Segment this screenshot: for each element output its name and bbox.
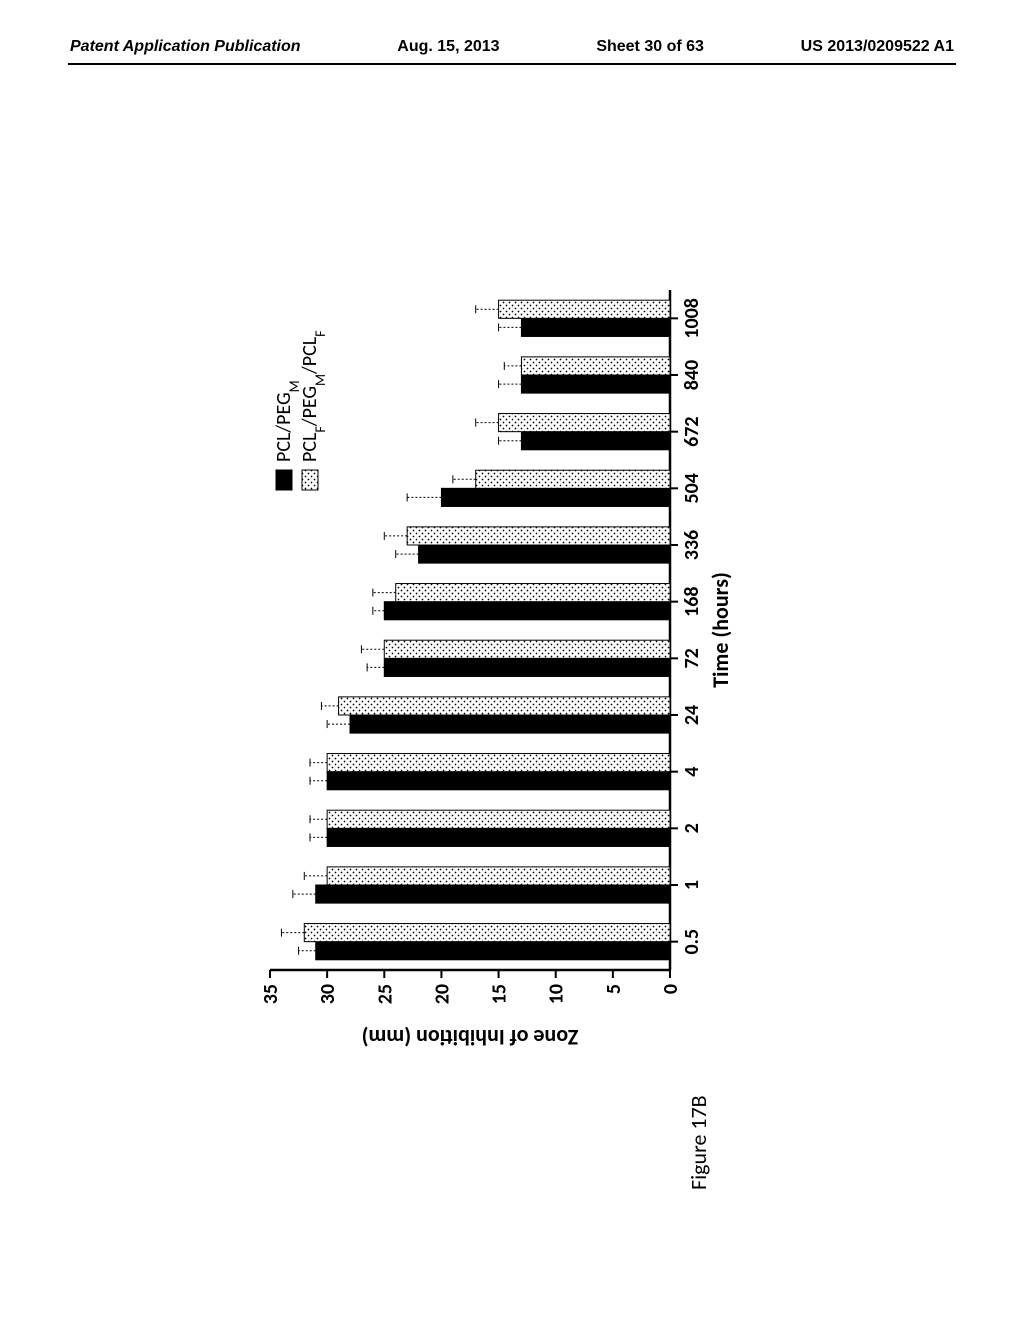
svg-text:35: 35 (259, 984, 283, 1004)
svg-text:PCLF/PEGM/PCLF: PCLF/PEGM/PCLF (298, 330, 329, 462)
page-header: Patent Application Publication Aug. 15, … (0, 38, 1024, 56)
svg-text:5: 5 (602, 984, 626, 994)
svg-text:840: 840 (680, 360, 704, 390)
svg-text:10: 10 (545, 984, 569, 1004)
svg-text:1: 1 (680, 880, 704, 890)
svg-text:168: 168 (680, 586, 704, 616)
svg-text:15: 15 (488, 984, 512, 1004)
svg-text:0.5: 0.5 (680, 929, 704, 955)
svg-text:30: 30 (316, 984, 340, 1004)
bar-chart: 0 5 10 15 20 25 30 35 Zone of Inhibition (mm) 0.5… (210, 160, 810, 1140)
svg-text:336: 336 (680, 530, 704, 560)
svg-text:24: 24 (680, 705, 704, 725)
svg-text:2: 2 (680, 823, 704, 833)
svg-text:20: 20 (430, 984, 454, 1004)
svg-text:25: 25 (373, 984, 397, 1004)
svg-text:4: 4 (680, 767, 704, 777)
svg-text:504: 504 (680, 473, 704, 503)
header-pubno: US 2013/0209522 A1 (801, 38, 954, 56)
figure-caption: Figure 17B (685, 1095, 712, 1190)
header-sheet: Sheet 30 of 63 (596, 38, 704, 56)
svg-text:0: 0 (659, 984, 683, 994)
header-date: Aug. 15, 2013 (397, 38, 499, 56)
header-left: Patent Application Publication (70, 38, 301, 56)
header-rule (68, 63, 956, 65)
svg-text:72: 72 (680, 648, 704, 668)
svg-text:Zone of Inhibition (mm): Zone of Inhibition (mm) (362, 1024, 579, 1051)
svg-text:672: 672 (680, 416, 704, 446)
svg-text:Time (hours): Time (hours) (707, 572, 734, 688)
figure-wrap: 0 5 10 15 20 25 30 35 Zone of Inhibition (mm) 0.5… (210, 160, 810, 1140)
svg-text:1008: 1008 (680, 298, 704, 339)
